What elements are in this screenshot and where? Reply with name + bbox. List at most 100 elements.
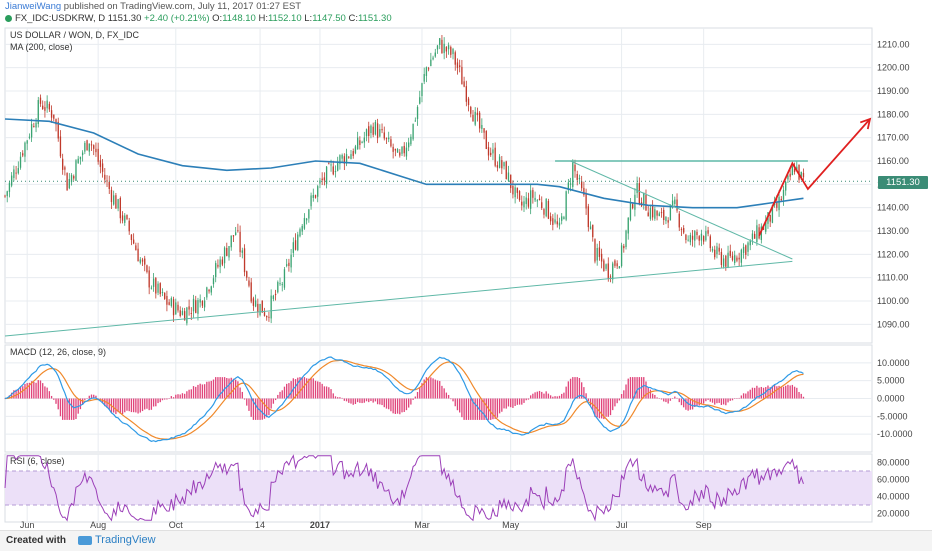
open-label: O: [212,13,223,24]
candle-body [567,182,570,191]
candle-body [793,168,796,172]
candle-body [605,264,607,269]
macd-histogram-bar [494,398,496,419]
candle-body [447,45,450,50]
macd-histogram-bar [239,387,241,399]
macd-histogram-bar [232,378,235,399]
macd-histogram-bar [459,398,461,413]
author-link[interactable]: JianweiWang [5,1,62,12]
candle-body [15,172,17,174]
candle-body [33,126,35,128]
macd-histogram-bar [281,390,283,399]
macd-signal-line [4,359,804,440]
candle-body [758,227,760,239]
candle-body [62,158,64,170]
candle-body [443,43,445,54]
y-tick-label: 1180.00 [877,109,909,119]
macd-histogram-bar [645,381,647,399]
candle-body [592,224,594,238]
macd-histogram-bar [195,386,197,399]
y-tick-label: 1200.00 [877,63,910,73]
candle-body [483,128,485,133]
candle-body [13,169,15,178]
macd-histogram-bar [754,387,756,399]
candle-body [658,213,660,217]
macd-histogram-bar [714,398,716,405]
candle-body [612,263,614,280]
macd-histogram-bar [574,377,576,399]
macd-histogram-bar [319,382,321,399]
macd-histogram-bar [39,380,42,399]
candle-body [166,295,168,305]
candle-body [565,191,567,220]
macd-tick-label: 10.0000 [877,358,910,368]
macd-histogram-bar [525,398,527,401]
macd-histogram-bar [443,388,445,399]
macd-histogram-bar [188,389,190,399]
macd-histogram-bar [117,398,119,413]
macd-histogram-bar [734,398,736,399]
candle-body [465,86,467,102]
last-price-tag: 1151.30 [878,176,928,189]
candle-body [742,246,745,253]
candle-body [600,253,603,262]
y-tick-label: 1100.00 [877,296,909,306]
macd-histogram-bar [674,396,676,399]
candle-body [663,209,665,221]
candle-body [372,126,374,135]
macd-histogram-bar [30,381,33,399]
macd-histogram-bar [312,378,314,399]
macd-histogram-bar [235,379,237,399]
macd-histogram-bar [605,398,607,417]
macd-histogram-bar [678,398,680,403]
macd-histogram-bar [93,394,95,399]
macd-histogram-bar [516,398,519,405]
macd-histogram-bar [206,381,208,399]
candle-body [390,139,392,147]
y-tick-label: 1110.00 [877,273,908,283]
candle-body [170,298,173,306]
macd-histogram-bar [50,395,53,399]
candle-body [37,100,39,125]
candle-body [195,300,197,313]
candle-body [609,276,612,278]
candle-body [292,242,294,253]
macd-histogram-bar [445,392,448,399]
macd-histogram-bar [587,398,589,401]
candle-body [104,174,106,180]
candle-body [427,68,430,70]
macd-histogram-bar [789,385,791,399]
chart-canvas[interactable]: Jun Aug Oct 14 2017 Mar May Jul Sep 1210.00 1200.0… [0,0,932,530]
candle-body [259,303,261,316]
macd-histogram-bar [623,390,625,399]
tradingview-logo[interactable]: TradingView [78,534,156,546]
candle-body [510,174,512,189]
macd-histogram-bar [472,398,474,420]
candle-body [685,234,687,240]
candle-body [618,266,621,269]
candle-body [81,152,84,156]
candle-body [8,182,11,192]
candle-body [722,258,725,267]
candle-body [219,259,221,268]
candle-body [354,146,357,154]
candle-body [476,112,479,116]
candle-body [70,175,73,183]
macd-histogram-bar [314,380,317,399]
macd-histogram-bar [632,377,634,399]
footer-bar: Created with TradingView [0,530,932,551]
macd-histogram-bar [554,396,556,399]
candle-body [376,123,379,139]
macd-tick-label: -10.0000 [877,429,913,439]
macd-histogram-bar [425,377,428,399]
candle-body [694,231,696,241]
macd-histogram-bar [396,398,399,414]
candle-body [651,205,654,218]
candle-body [243,248,246,273]
macd-histogram-bar [359,398,361,403]
published-text: published on TradingView.com, July 11, 2… [63,1,302,12]
macd-histogram-bar [155,398,157,407]
candle-body [297,234,299,251]
candle-body [796,166,798,170]
macd-histogram-bar [263,398,266,419]
